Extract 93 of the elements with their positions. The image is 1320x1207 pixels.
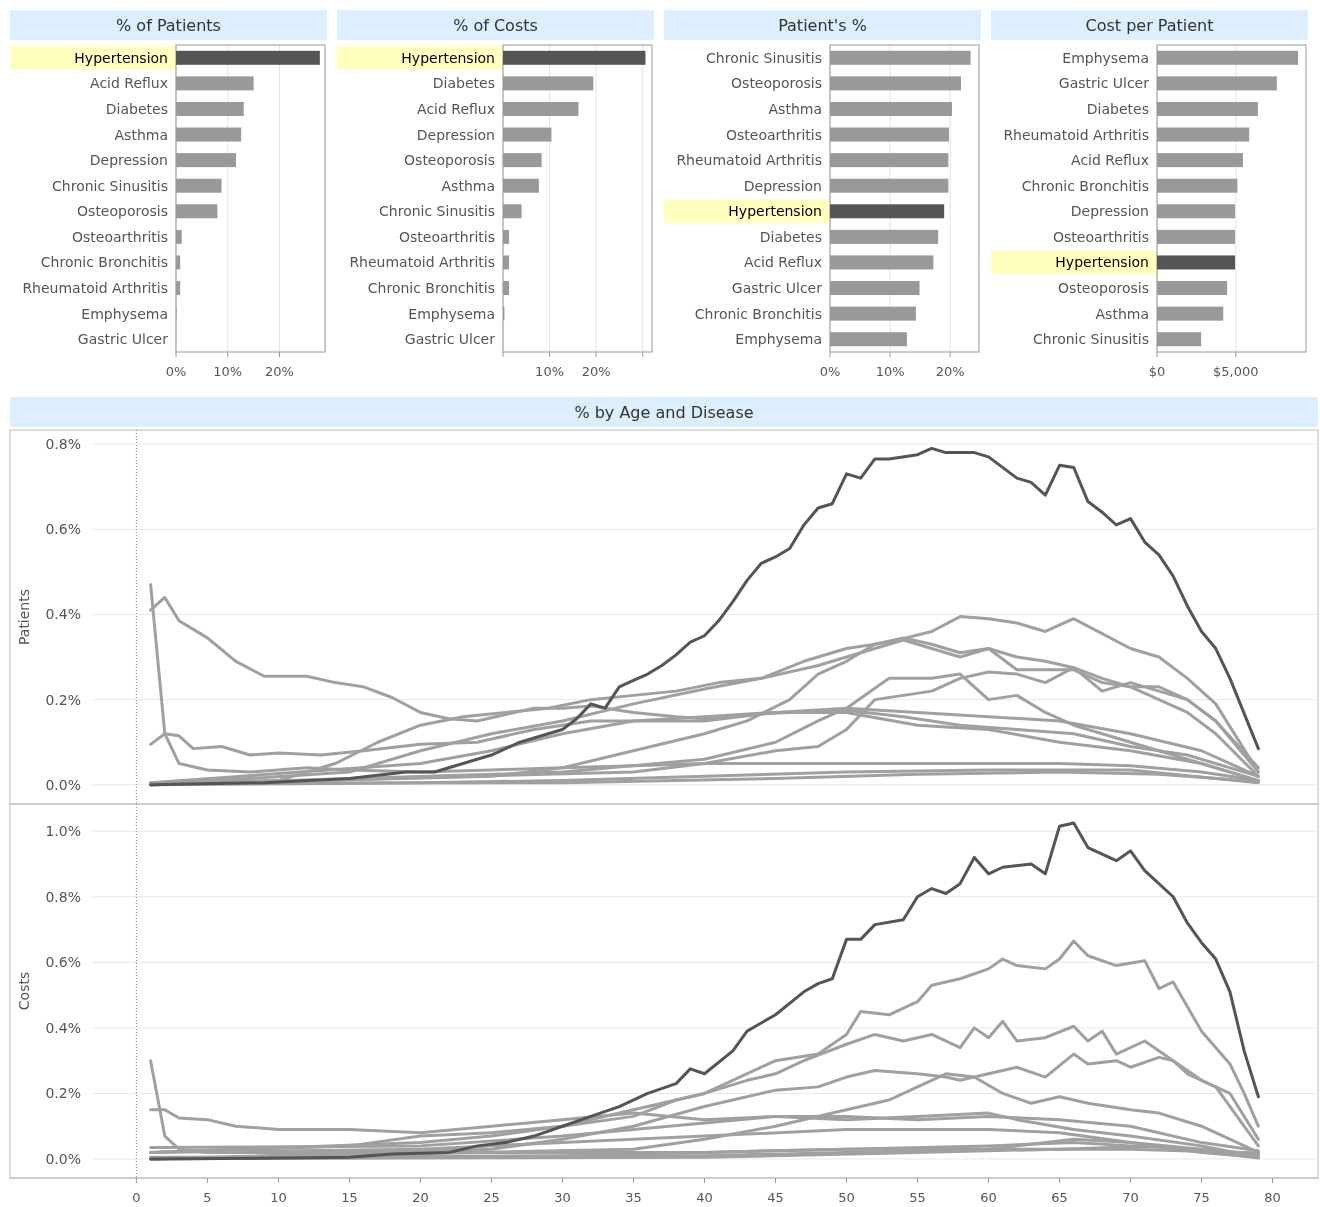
- x-tick-label: 0%: [165, 364, 187, 379]
- chart-title: % by Age and Disease: [574, 403, 754, 422]
- chart-title: % of Costs: [453, 16, 538, 35]
- y-tick-label: Diabetes: [759, 228, 822, 245]
- x-tick-label: 20: [412, 1190, 429, 1205]
- y-tick-label: Osteoarthritis: [399, 228, 495, 245]
- y-tick-label: Depression: [89, 152, 168, 169]
- y-tick-label: Rheumatoid Arthritis: [1003, 126, 1149, 143]
- x-tick-label: 75: [1193, 1190, 1210, 1205]
- y-tick-label: Diabetes: [105, 100, 168, 117]
- x-tick-label: 60: [980, 1190, 997, 1205]
- y-tick-label: Emphysema: [1062, 49, 1149, 66]
- x-tick-label: 20%: [265, 364, 294, 379]
- x-tick-label: 15: [341, 1190, 358, 1205]
- y-tick-label: Rheumatoid Arthritis: [349, 254, 495, 271]
- y-tick-label: Osteoporosis: [1058, 280, 1149, 297]
- y-tick-label: Chronic Sinusitis: [1033, 331, 1149, 348]
- y-tick-label: 1.0%: [45, 823, 81, 840]
- x-tick-label: 50: [838, 1190, 855, 1205]
- x-tick-label: 70: [1122, 1190, 1139, 1205]
- y-tick-label: Osteoporosis: [404, 152, 495, 169]
- y-tick-label: Gastric Ulcer: [1058, 75, 1150, 92]
- y-tick-label: Osteoporosis: [731, 75, 822, 92]
- y-tick-label: Acid Reflux: [90, 75, 168, 92]
- y-tick-label: Acid Reflux: [417, 100, 495, 117]
- y-tick-label: Asthma: [1095, 305, 1149, 322]
- y-tick-label: Chronic Sinusitis: [706, 49, 822, 66]
- y-tick-label: Emphysema: [735, 331, 822, 348]
- y-tick-label: 0.0%: [45, 776, 81, 793]
- y-tick-label: Depression: [416, 126, 495, 143]
- y-tick-label: Chronic Bronchitis: [694, 305, 822, 322]
- x-tick-label: 80: [1264, 1190, 1281, 1205]
- y-axis-title: Costs: [16, 971, 32, 1011]
- y-tick-label: Hypertension: [728, 203, 822, 220]
- y-tick-label: 0.6%: [45, 521, 81, 538]
- x-tick-label: 10%: [213, 364, 243, 379]
- chart-title: % of Patients: [116, 16, 221, 35]
- y-tick-label: Osteoarthritis: [1053, 228, 1149, 245]
- y-tick-label: 0.8%: [45, 436, 81, 453]
- x-tick-label: 10%: [875, 364, 905, 379]
- y-tick-label: Acid Reflux: [1071, 152, 1149, 169]
- x-tick-label: 55: [909, 1190, 926, 1205]
- x-tick-label: 20%: [581, 364, 611, 379]
- y-tick-label: Gastric Ulcer: [731, 280, 823, 297]
- y-tick-label: Osteoarthritis: [726, 126, 822, 143]
- x-tick-label: 40: [696, 1190, 713, 1205]
- y-tick-label: Chronic Sinusitis: [379, 203, 495, 220]
- y-tick-label: Chronic Bronchitis: [1021, 177, 1149, 194]
- x-tick-label: $5,000: [1213, 364, 1259, 379]
- y-tick-label: 0.4%: [45, 606, 81, 623]
- y-tick-label: Depression: [743, 177, 822, 194]
- y-tick-label: 0.0%: [45, 1150, 81, 1167]
- chart-title: Cost per Patient: [1085, 16, 1214, 35]
- y-tick-label: Diabetes: [432, 75, 495, 92]
- y-tick-label: Hypertension: [74, 49, 168, 66]
- y-tick-label: Emphysema: [81, 305, 168, 322]
- x-tick-label: 35: [625, 1190, 642, 1205]
- y-tick-label: Depression: [1070, 203, 1149, 220]
- x-tick-label: 30: [554, 1190, 571, 1205]
- y-tick-label: 0.2%: [45, 691, 81, 708]
- y-tick-label: Chronic Bronchitis: [367, 280, 495, 297]
- x-tick-label: $0: [1148, 364, 1166, 379]
- y-tick-label: Hypertension: [1055, 254, 1149, 271]
- x-tick-label: 65: [1051, 1190, 1068, 1205]
- y-tick-label: Osteoarthritis: [72, 228, 168, 245]
- x-tick-label: 25: [483, 1190, 500, 1205]
- y-tick-label: Rheumatoid Arthritis: [22, 280, 168, 297]
- y-axis-title: Patients: [16, 588, 32, 646]
- y-tick-label: 0.8%: [45, 888, 81, 905]
- y-tick-label: Diabetes: [1086, 100, 1149, 117]
- y-tick-label: Chronic Sinusitis: [52, 177, 168, 194]
- y-tick-label: Acid Reflux: [744, 254, 822, 271]
- y-tick-label: Rheumatoid Arthritis: [676, 152, 822, 169]
- y-tick-label: 0.2%: [45, 1085, 81, 1102]
- y-tick-label: Asthma: [768, 100, 822, 117]
- y-tick-label: Gastric Ulcer: [404, 331, 496, 348]
- y-tick-label: Emphysema: [408, 305, 495, 322]
- y-tick-label: Hypertension: [401, 49, 495, 66]
- x-tick-label: 10%: [535, 364, 565, 379]
- chart-title: Patient's %: [778, 16, 867, 35]
- y-tick-label: Asthma: [441, 177, 495, 194]
- x-tick-label: 0: [132, 1190, 141, 1205]
- y-tick-label: Gastric Ulcer: [77, 331, 169, 348]
- y-tick-label: Asthma: [114, 126, 168, 143]
- y-tick-label: 0.6%: [45, 954, 81, 971]
- y-tick-label: 0.4%: [45, 1019, 81, 1036]
- x-tick-label: 0%: [819, 364, 841, 379]
- y-tick-label: Osteoporosis: [77, 203, 168, 220]
- x-tick-label: 20%: [935, 364, 965, 379]
- x-tick-label: 45: [767, 1190, 784, 1205]
- x-tick-label: 5: [203, 1190, 212, 1205]
- y-tick-label: Chronic Bronchitis: [40, 254, 168, 271]
- x-tick-label: 10: [270, 1190, 287, 1205]
